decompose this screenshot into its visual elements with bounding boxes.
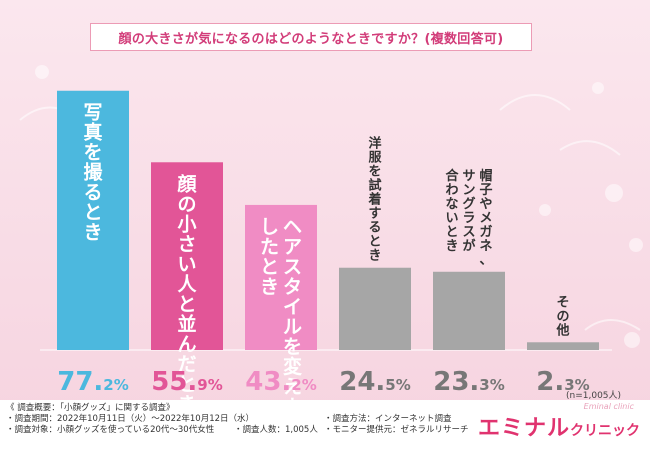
bar [57, 90, 129, 350]
survey-method: ・調査方法：インターネット調査 [324, 414, 452, 424]
bar [151, 162, 223, 350]
category-label: ヘアスタイルを変えようとしたとき [260, 216, 302, 400]
logo-main: エミナル [477, 416, 570, 441]
category-label: 洋服を試着するとき [367, 136, 382, 264]
survey-target: ・調査対象：小顔グッズを使っている20代〜30代女性 [6, 425, 215, 435]
sample-size-note: (n=1,005人) [566, 391, 622, 401]
category-label: 写真を撮るとき [83, 102, 103, 244]
logo-script: Eminal clinic [583, 402, 634, 411]
bar [527, 342, 599, 350]
value-label: 77.2% [57, 367, 129, 397]
value-label: 23.3% [433, 367, 505, 397]
survey-period: ・調査期間：2022年10月11日（火）～2022年10月12日（水） [6, 414, 255, 424]
value-label: 2.3% [536, 367, 589, 397]
clinic-logo: Eminal clinic エミナルクリニック [477, 402, 640, 442]
bar [245, 204, 317, 350]
bar-chart: 写真を撮るとき 77.2% 顔の小さい人と並んだとき55.9% ヘアスタイルを変えよう… [57, 90, 599, 400]
footer: 《 調査概要：「小顔グッズ」に関する調査》 ・調査期間：2022年10月11日（… [0, 400, 650, 450]
bar [339, 267, 411, 350]
category-label: 帽子やメガネ、サングラスが合わないとき [445, 168, 492, 268]
survey-count: ・調査人数：1,005人 [234, 425, 318, 435]
survey-provider: ・モニター提供元：ゼネラルリサーチ [324, 425, 469, 435]
bar [433, 271, 505, 350]
category-label: 顔の小さい人と並んだとき [176, 172, 197, 400]
logo-sub: クリニック [570, 423, 640, 439]
survey-summary: 《 調査概要：「小顔グッズ」に関する調査》 ・調査期間：2022年10月11日（… [6, 403, 469, 436]
value-label: 55.9% [151, 367, 223, 397]
value-label: 43.2% [245, 367, 317, 397]
value-label: 24.5% [339, 367, 411, 397]
category-label: その他 [555, 295, 569, 338]
chart-title: 顔の大きさが気になるのはどのようなときですか？(複数回答可) [90, 23, 532, 51]
survey-heading: 《 調査概要：「小顔グッズ」に関する調査》 [6, 403, 175, 413]
